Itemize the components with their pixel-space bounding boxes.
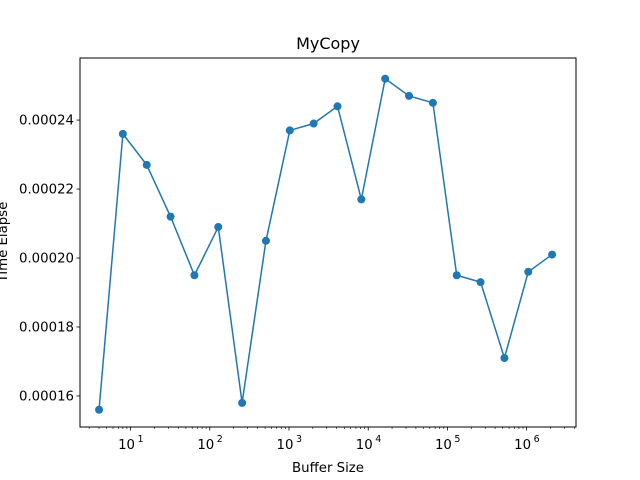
data-point xyxy=(548,250,557,259)
x-tick-exponent: 4 xyxy=(375,434,381,445)
x-tick-label: 10 xyxy=(118,438,135,453)
chart-title: MyCopy xyxy=(296,34,360,53)
x-tick-label: 10 xyxy=(277,438,294,453)
series-layer xyxy=(95,74,557,414)
data-point xyxy=(476,278,485,287)
data-point xyxy=(95,405,104,414)
plot-frame xyxy=(79,57,577,428)
y-tick-label: 0.00020 xyxy=(19,252,74,267)
data-point xyxy=(238,398,247,407)
data-point xyxy=(452,271,461,280)
y-tick-label: 0.00018 xyxy=(19,320,74,335)
series-line xyxy=(98,77,553,410)
x-tick-label: 10 xyxy=(435,438,452,453)
x-tick-label: 10 xyxy=(514,438,531,453)
data-point xyxy=(118,129,127,138)
data-point xyxy=(500,354,509,363)
x-tick-exponent: 2 xyxy=(217,434,223,445)
y-tick-label: 0.00022 xyxy=(19,183,74,198)
x-tick-exponent: 6 xyxy=(534,434,540,445)
data-point xyxy=(261,236,270,245)
data-point xyxy=(309,119,318,128)
y-axis-label: Time Elapse xyxy=(0,202,11,284)
y-axis: 0.00016 0.00018 0.00020 0.00022 0.00024 xyxy=(19,114,80,404)
x-tick-label: 10 xyxy=(356,438,373,453)
data-point xyxy=(142,160,151,169)
data-point xyxy=(190,271,199,280)
x-axis-label: Buffer Size xyxy=(292,461,364,476)
data-point xyxy=(357,195,366,204)
data-point xyxy=(333,102,342,111)
data-point xyxy=(214,222,223,231)
data-point xyxy=(285,126,294,135)
y-tick-label: 0.00016 xyxy=(19,389,74,404)
data-point xyxy=(428,98,437,107)
plot-area xyxy=(80,58,576,427)
data-point xyxy=(524,267,533,276)
x-axis: 10 1 10 2 10 3 10 4 10 5 10 6 xyxy=(88,427,575,453)
data-point xyxy=(381,74,390,83)
x-tick-exponent: 3 xyxy=(296,434,302,445)
x-tick-exponent: 5 xyxy=(454,434,460,445)
data-point xyxy=(166,212,175,221)
y-tick-label: 0.00024 xyxy=(19,114,74,129)
data-point xyxy=(405,91,414,100)
x-tick-label: 10 xyxy=(197,438,214,453)
x-tick-exponent: 1 xyxy=(138,434,144,445)
